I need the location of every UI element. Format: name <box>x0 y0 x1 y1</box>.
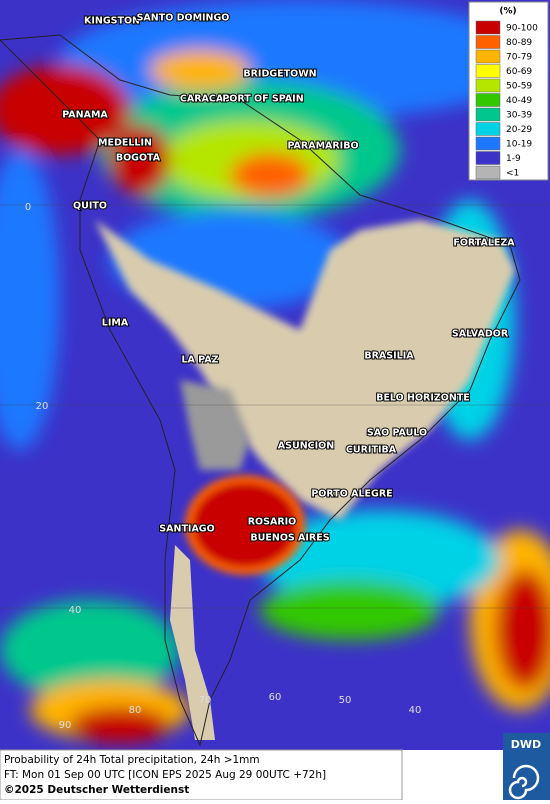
city-label: PANAMA <box>62 110 108 121</box>
city-label: CURITIBA <box>346 445 397 456</box>
legend-swatch <box>475 35 501 49</box>
logo: DWD <box>511 738 541 751</box>
grid-label: 70 <box>199 695 212 706</box>
legend-swatch <box>475 78 501 93</box>
city-label: FORTALEZA <box>453 238 515 249</box>
map-field <box>0 0 550 750</box>
city-label: LIMA <box>102 318 129 329</box>
legend-label: 20-29 <box>506 125 532 135</box>
legend-label: 10-19 <box>506 140 532 150</box>
city-label: PORT OF SPAIN <box>222 94 303 105</box>
city-label: SALVADOR <box>452 329 509 340</box>
city-label: BRIDGETOWN <box>243 69 316 80</box>
grid-label: 90 <box>59 720 72 731</box>
city-label: QUITO <box>73 201 107 212</box>
city-label: PORTO ALEGRE <box>311 489 392 500</box>
city-label: BUENOS AIRES <box>250 533 329 544</box>
footer-line: Probability of 24h Total precipitation, … <box>4 754 260 766</box>
city-label: BRASILIA <box>364 351 414 362</box>
legend-swatch <box>475 64 501 78</box>
city-label: ASUNCION <box>278 441 334 452</box>
grid-label: 50 <box>339 695 352 706</box>
footer: Probability of 24h Total precipitation, … <box>0 733 550 801</box>
city-label: LA PAZ <box>181 355 218 366</box>
legend-label: <1 <box>506 169 519 179</box>
legend-label: 40-49 <box>506 96 532 106</box>
grid-label: 80 <box>129 705 142 716</box>
city-label: BELO HORIZONTE <box>376 393 470 404</box>
city-label: PARAMARIBO <box>287 141 358 152</box>
legend-swatch <box>475 122 501 136</box>
legend: (%) 90-100 80-89 70-79 60-69 50-59 40-49 30-39… <box>468 1 549 181</box>
grid-label: 60 <box>269 692 282 703</box>
legend-swatch <box>475 93 501 107</box>
legend-items: 90-100 80-89 70-79 60-69 50-59 40-49 30-39 20-2… <box>475 20 538 180</box>
legend-title: (%) <box>499 7 516 17</box>
city-label: SANTIAGO <box>159 524 214 535</box>
city-label: ROSARIO <box>248 517 297 528</box>
city-label: KINGSTON <box>84 16 140 27</box>
grid-label: 40 <box>409 705 422 716</box>
legend-label: 1-9 <box>506 154 521 164</box>
city-label: SAO PAULO <box>367 428 427 439</box>
city-label: MEDELLIN <box>98 138 152 149</box>
legend-label: 50-59 <box>506 82 532 92</box>
legend-label: 60-69 <box>506 67 532 77</box>
legend-label: 90-100 <box>506 24 538 34</box>
legend-swatch <box>475 151 501 165</box>
grid-labels: 0 20 40 90 80 70 60 50 40 <box>25 202 422 731</box>
grid-label: 0 <box>25 202 31 213</box>
legend-swatch <box>475 107 501 122</box>
legend-label: 70-79 <box>506 53 532 63</box>
legend-swatch <box>475 136 501 151</box>
city-label: SANTO DOMINGO <box>137 13 230 24</box>
legend-swatch <box>475 20 501 35</box>
legend-label: 30-39 <box>506 111 532 121</box>
footer-line: FT: Mon 01 Sep 00 UTC [ICON EPS 2025 Aug… <box>4 769 326 781</box>
grid-label: 20 <box>36 401 49 412</box>
grid-label: 40 <box>69 605 82 616</box>
city-label: BOGOTA <box>116 153 161 164</box>
logo-icon <box>508 764 540 800</box>
footer-line: ©2025 Deutscher Wetterdienst <box>4 784 189 796</box>
legend-label: 80-89 <box>506 38 532 48</box>
legend-swatch <box>475 49 501 64</box>
legend-swatch <box>475 165 501 180</box>
city-label: CARACAS <box>180 94 230 105</box>
